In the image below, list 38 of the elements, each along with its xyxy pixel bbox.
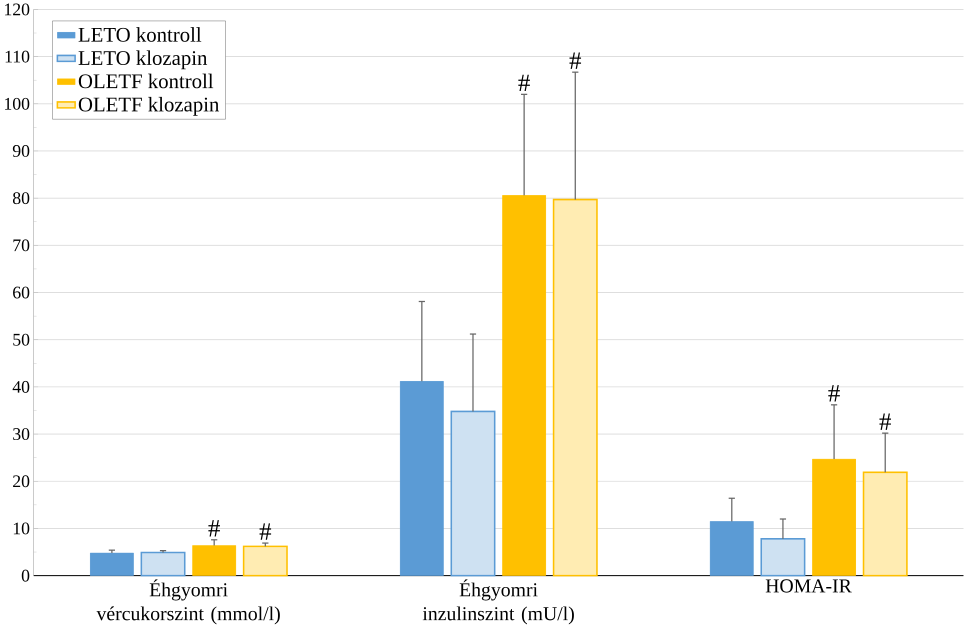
annotation: #: [879, 414, 891, 430]
bar: [400, 381, 444, 576]
x-tick-label: Éhgyomri inzulinszint (mU/l): [422, 579, 574, 624]
bar: [140, 552, 186, 577]
y-tick-label: 90: [12, 145, 30, 158]
bar: [812, 458, 856, 576]
annotation: #: [208, 520, 220, 537]
y-tick-label: 20: [13, 475, 30, 488]
y-tick-label: 50: [13, 334, 30, 346]
y-tick-label: 40: [12, 381, 30, 393]
y-tick-label: 120: [5, 4, 30, 16]
bar: [862, 472, 908, 577]
bar: [760, 538, 806, 577]
bar: [710, 521, 754, 576]
legend-label: OLETF klozapin: [78, 97, 220, 116]
bar: [90, 552, 134, 576]
x-tick-label: Éhgyomri vércukorszint (mmol/l): [96, 579, 280, 624]
annotation: #: [569, 52, 582, 69]
y-tick-label: 60: [13, 286, 30, 299]
y-tick-label: 100: [5, 98, 30, 110]
y-tick-label: 80: [12, 192, 30, 204]
bar: [552, 198, 598, 577]
y-tick-label: 10: [14, 522, 30, 535]
legend-label: OLETF kontroll: [78, 74, 214, 88]
x-tick-label: HOMA-IR: [766, 579, 852, 593]
bar: [450, 410, 496, 577]
bar: [192, 545, 236, 576]
bar: [502, 195, 546, 576]
annotation: #: [828, 385, 840, 402]
bar: [242, 546, 288, 577]
y-tick-label: 70: [13, 239, 30, 252]
y-tick-label: 30: [13, 428, 30, 440]
annotation: #: [260, 524, 272, 540]
legend-label: LETO klozapin: [78, 50, 208, 70]
y-tick-label: 0: [22, 570, 30, 582]
annotation: #: [518, 74, 530, 92]
legend-label: LETO kontroll: [78, 27, 202, 42]
y-tick-label: 110: [6, 50, 30, 63]
